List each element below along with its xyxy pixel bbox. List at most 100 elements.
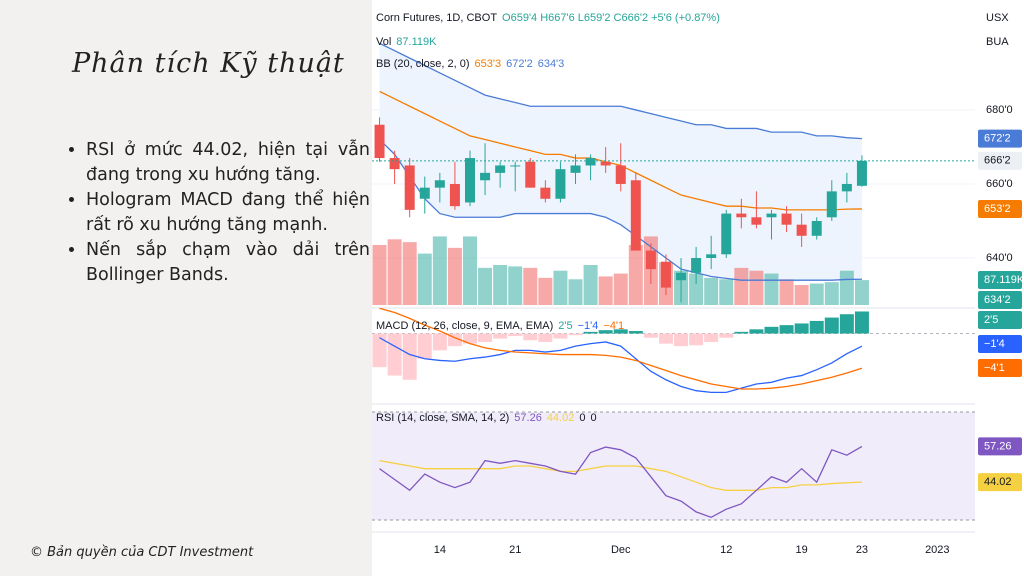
legend-text: 57.26 <box>514 412 542 424</box>
macd-hist <box>598 330 613 334</box>
legend-text: MACD (12, 26, close, 9, EMA, EMA) <box>376 320 553 332</box>
badge-label: 634'2 <box>984 294 1011 306</box>
volume-bar <box>447 247 462 305</box>
x-tick-label: Dec <box>611 544 631 556</box>
macd-hist <box>553 333 568 339</box>
badge-label: −4'1 <box>984 362 1005 374</box>
volume-bar <box>598 276 613 305</box>
macd-hist <box>764 326 779 334</box>
volume-bar <box>462 236 477 305</box>
volume-bar <box>613 273 628 305</box>
macd-hist <box>824 317 839 334</box>
price-badge <box>978 151 1022 170</box>
candle-body <box>676 272 687 281</box>
macd-hist <box>839 314 854 334</box>
candle-body <box>525 161 536 188</box>
candle-body <box>706 254 717 258</box>
x-tick-label: 2023 <box>925 544 949 556</box>
macd-hist <box>387 333 402 376</box>
macd-hist <box>493 333 508 339</box>
candle-body <box>721 213 732 255</box>
volume-bar <box>538 277 553 305</box>
candle-body <box>540 187 551 199</box>
macd-hist <box>734 331 749 334</box>
macd-hist <box>432 333 447 351</box>
rsi-line <box>379 445 863 519</box>
legend-text: −1'4 <box>578 320 599 332</box>
volume-bar <box>779 279 794 305</box>
macd-hist <box>749 329 764 334</box>
legend-text: BB (20, close, 2, 0) <box>376 58 470 70</box>
price-badge <box>978 473 1022 492</box>
price-badge <box>978 291 1022 309</box>
badge-label: 672'2 <box>984 133 1011 145</box>
candle-body <box>585 158 596 166</box>
candle-body <box>615 165 626 184</box>
volume-bar <box>493 265 508 305</box>
volume-bar <box>824 282 839 305</box>
y-tick-label: 680'0 <box>986 104 1013 116</box>
x-tick-label: 14 <box>434 544 446 556</box>
macd-hist <box>643 333 658 338</box>
bb-upper <box>379 42 862 140</box>
macd-hist <box>854 311 869 334</box>
bullet: Nến sắp chạm vào dải trên Bollinger Band… <box>86 238 370 288</box>
macd-hist <box>809 320 824 334</box>
legend-text: O659'4 H667'6 L659'2 C666'2 +5'6 (+0.87%… <box>502 12 720 24</box>
macd-hist <box>583 331 598 334</box>
legend-text: −4'1 <box>603 320 624 332</box>
candle-body <box>480 172 491 181</box>
macd-hist <box>719 333 734 338</box>
price-badge <box>978 129 1022 148</box>
badge-label: 44.02 <box>984 476 1012 488</box>
macd-hist <box>794 323 809 334</box>
macd-hist <box>462 333 477 344</box>
macd-hist <box>704 333 719 342</box>
macd-hist <box>689 333 704 346</box>
candle-body <box>781 213 792 225</box>
candle-body <box>449 183 460 207</box>
macd-line <box>379 337 863 394</box>
macd-hist <box>372 333 387 368</box>
candle-body <box>811 220 822 236</box>
badge-label: 57.26 <box>984 440 1012 452</box>
legend-text: 87.119K <box>396 36 437 48</box>
legend-text: Corn Futures, 1D, CBOT <box>376 12 497 24</box>
candle-body <box>751 217 762 225</box>
legend-text: 653'3 <box>475 58 502 70</box>
price-badge <box>978 335 1022 353</box>
volume-bar <box>372 245 387 305</box>
macd-hist <box>478 333 493 342</box>
rsi-ma <box>379 459 862 491</box>
candle-body <box>419 187 430 199</box>
legend-text: Vol <box>376 36 391 48</box>
unit: BUA <box>986 36 1009 48</box>
bullet: RSI ở mức 44.02, hiện tại vẫn đang trong… <box>86 138 370 188</box>
volume-bar <box>387 239 402 305</box>
badge-label: 666'2 <box>984 155 1011 167</box>
macd-hist <box>779 325 794 334</box>
macd-hist <box>523 333 538 341</box>
bb-lower <box>379 139 862 281</box>
currency: USX <box>986 12 1009 24</box>
macd-hist <box>658 333 673 344</box>
candle-body <box>856 160 867 186</box>
volume-bar <box>508 266 523 305</box>
legend-text: RSI (14, close, SMA, 14, 2) <box>376 412 509 424</box>
legend-text: 634'3 <box>538 58 565 70</box>
macd-hist <box>538 333 553 342</box>
candle-body <box>826 191 837 218</box>
x-tick-label: 23 <box>856 544 868 556</box>
candle-body <box>736 213 747 218</box>
volume-bar <box>417 253 432 305</box>
candle-body <box>510 165 521 167</box>
volume-bar <box>719 279 734 305</box>
badge-label: 653'2 <box>984 203 1011 215</box>
candle-body <box>645 250 656 270</box>
volume-bar <box>704 277 719 305</box>
volume-bar <box>794 285 809 305</box>
volume-bar <box>749 270 764 305</box>
volume-bar <box>689 273 704 305</box>
volume-bar <box>478 267 493 305</box>
